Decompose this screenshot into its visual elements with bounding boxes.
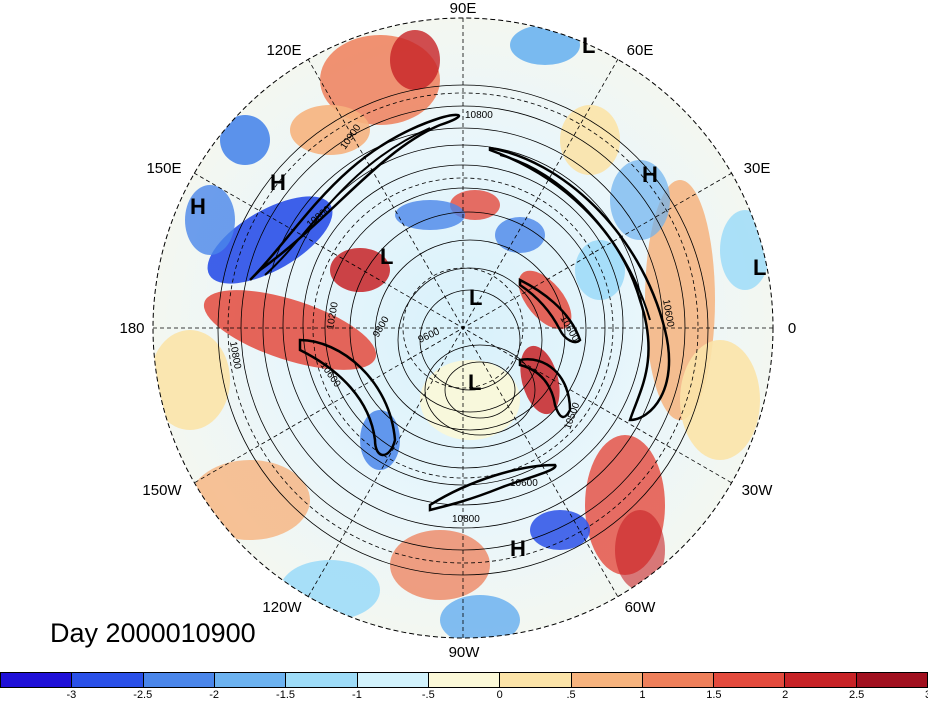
high-center: H (642, 162, 658, 187)
colorbar-swatch (642, 673, 715, 687)
colorbar-tick-label: -2.5 (133, 689, 153, 701)
high-center: H (510, 536, 526, 561)
lon-label-180: 180 (119, 320, 144, 337)
colorbar-tick-label: 1.5 (706, 689, 722, 701)
anomaly-field (153, 18, 773, 638)
low-center: L (582, 33, 595, 58)
colorbar-swatch (286, 673, 358, 687)
lon-label-90e: 90E (450, 0, 477, 17)
polar-map: 10800 10900 10600 10800 10600 10500 9600… (119, 0, 796, 661)
colorbar-swatch (143, 673, 215, 687)
low-center: L (753, 255, 766, 280)
lon-label-30e: 30E (744, 160, 771, 177)
low-center: L (469, 285, 482, 310)
contour-label: 10600 (660, 299, 676, 329)
colorbar-swatch (428, 673, 501, 687)
colorbar-tick-label: -2 (209, 689, 220, 701)
colorbar-swatch (72, 673, 144, 687)
colorbar-tick-label: -1.5 (276, 689, 296, 701)
contour-label: 10200 (325, 301, 341, 331)
lon-label-120w: 120W (262, 599, 302, 616)
high-center: H (270, 170, 286, 195)
map-boundary (152, 17, 774, 639)
colorbar-tick-label: .5 (566, 689, 576, 701)
colorbar-swatch (571, 673, 643, 687)
jet-contours (249, 113, 671, 512)
contour-label: 10800 (452, 514, 480, 525)
lon-label-30w: 30W (742, 482, 774, 499)
colorbar-swatch (500, 673, 572, 687)
colorbar-swatch (785, 673, 857, 687)
lon-label-150w: 150W (142, 482, 182, 499)
high-center: H (190, 194, 206, 219)
lon-label-0: 0 (788, 320, 796, 337)
colorbar-tick-label: 1 (639, 689, 646, 701)
colorbar-tick-label: 3 (925, 689, 928, 701)
lon-label-60e: 60E (627, 42, 654, 59)
contour-label: 10800 (465, 110, 493, 121)
colorbar-tick-label: -.5 (421, 689, 435, 701)
colorbar-tick-label: -3 (66, 689, 77, 701)
pressure-centers: L H H H L L L L H (190, 33, 766, 561)
longitude-labels: 90E 60E 30E 0 30W 60W 90W 120W 150W 180 … (119, 0, 796, 661)
colorbar-swatch (1, 673, 73, 687)
colorbar-tick-label: 2 (782, 689, 789, 701)
lon-label-120e: 120E (266, 42, 301, 59)
low-center: L (380, 244, 393, 269)
colorbar-swatch (856, 673, 928, 687)
colorbar-swatch (357, 673, 429, 687)
colorbar-tick-label: -1 (352, 689, 362, 701)
day-title: Day 2000010900 (50, 618, 256, 648)
colorbar-tick-labels: -3 -2.5 -2 -1.5 -1 -.5 0 .5 1 1.5 2 2.5 3 (0, 689, 928, 702)
lon-label-90w: 90W (449, 644, 481, 661)
lon-label-60w: 60W (625, 599, 657, 616)
colorbar-tick-label: 0 (496, 689, 503, 701)
lon-label-150e: 150E (146, 160, 181, 177)
contour-label: 10800 (227, 341, 243, 371)
contour-label: 10600 (510, 478, 538, 489)
colorbar (0, 672, 928, 688)
graticule (153, 18, 773, 638)
colorbar-swatch (214, 673, 287, 687)
colorbar-swatch (714, 673, 786, 687)
low-center: L (468, 370, 481, 395)
colorbar-tick-label: 2.5 (848, 689, 865, 701)
